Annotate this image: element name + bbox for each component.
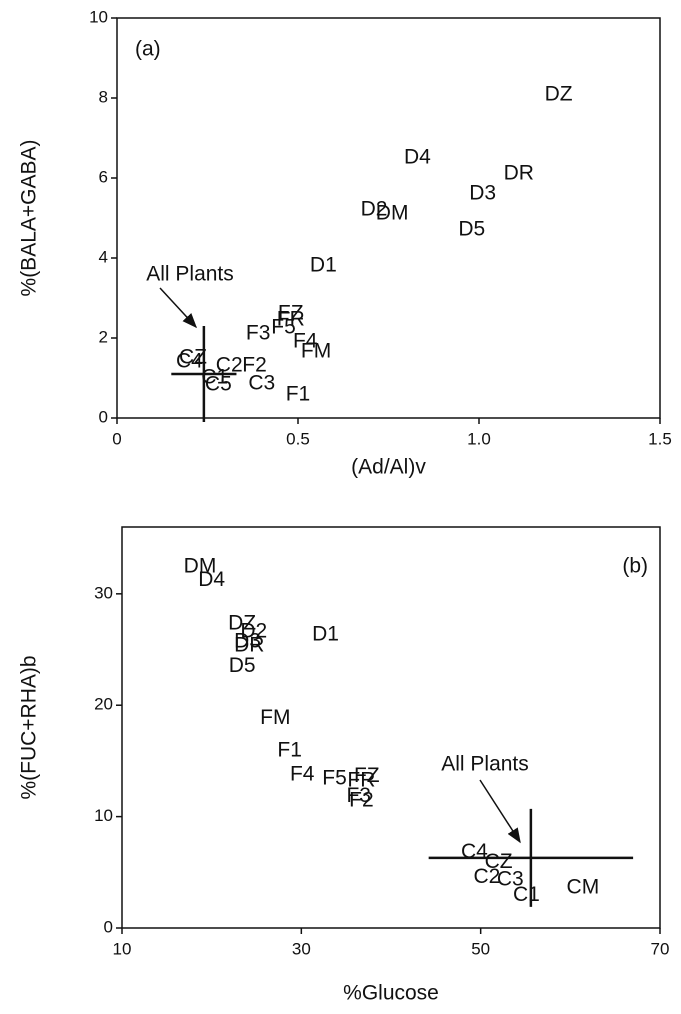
y-axis-label: %(BALA+GABA) xyxy=(18,140,41,297)
point-label: DZ xyxy=(228,611,256,634)
point-label: DM xyxy=(376,202,409,225)
x-tick-label: 70 xyxy=(651,939,670,958)
x-tick-label: 10 xyxy=(113,939,132,958)
point-label: D4 xyxy=(198,568,225,591)
y-tick-label: 10 xyxy=(89,7,108,26)
x-axis-label: %Glucose xyxy=(343,982,439,1005)
y-tick-label: 20 xyxy=(94,695,113,714)
point-label: FM xyxy=(260,706,290,729)
x-tick-label: 1.5 xyxy=(648,429,672,448)
y-tick-label: 8 xyxy=(99,87,108,106)
y-tick-label: 0 xyxy=(104,917,113,936)
point-label: FR xyxy=(347,769,375,792)
point-label: F2 xyxy=(349,789,374,812)
point-label: C2 xyxy=(474,865,501,888)
point-label: D2 xyxy=(361,198,388,221)
y-tick-label: 0 xyxy=(99,407,108,426)
point-label: CZ xyxy=(179,346,207,369)
y-tick-label: 30 xyxy=(94,583,113,602)
point-label: DR xyxy=(504,162,534,185)
point-label: F1 xyxy=(277,738,302,761)
x-tick-label: 1.0 xyxy=(467,429,491,448)
y-tick-label: 4 xyxy=(99,247,108,266)
x-tick-label: 30 xyxy=(292,939,311,958)
point-label: D1 xyxy=(312,623,339,646)
point-label: FM xyxy=(301,340,331,363)
x-tick-label: 0 xyxy=(112,429,121,448)
plot-frame xyxy=(121,526,661,929)
point-label: F4 xyxy=(293,330,318,353)
point-label: CZ xyxy=(485,850,513,873)
point-label: C5 xyxy=(205,372,232,395)
panel-label: (b) xyxy=(622,555,648,578)
point-label: F5 xyxy=(271,316,296,339)
annotation-arrow xyxy=(479,779,521,844)
point-label: F2 xyxy=(242,354,267,377)
point-label: DZ xyxy=(545,83,573,106)
panel-label: (a) xyxy=(135,38,161,61)
point-label: C3 xyxy=(497,868,524,891)
point-label: C2 xyxy=(216,354,243,377)
y-tick-label: 2 xyxy=(99,327,108,346)
x-tick-label: 0.5 xyxy=(286,429,310,448)
point-label: D1 xyxy=(310,254,337,277)
annotation: All Plants xyxy=(146,263,234,286)
point-label: C4 xyxy=(176,350,203,373)
point-label: D3 xyxy=(469,182,496,205)
x-axis-label: (Ad/Al)v xyxy=(351,456,426,479)
point-label: C1 xyxy=(513,883,540,906)
x-tick-label: 50 xyxy=(471,939,490,958)
point-label: CM xyxy=(567,875,600,898)
point-label: F3 xyxy=(246,322,271,345)
annotation: All Plants xyxy=(441,753,529,776)
point-label: DM xyxy=(184,555,217,578)
point-label: D5 xyxy=(458,218,485,241)
point-label: C1 xyxy=(201,366,228,389)
point-label: F4 xyxy=(290,762,315,785)
point-label: D4 xyxy=(404,146,431,169)
y-tick-label: 6 xyxy=(99,167,108,186)
point-label: FZ xyxy=(354,764,380,787)
point-label: F3 xyxy=(346,784,371,807)
point-label: D2 xyxy=(240,619,267,642)
plot-frame xyxy=(116,17,661,419)
point-label: FZ xyxy=(278,302,304,325)
point-label: C3 xyxy=(248,372,275,395)
point-label: DR xyxy=(234,634,264,657)
y-tick-label: 10 xyxy=(94,806,113,825)
y-axis-label: %(FUC+RHA)b xyxy=(18,655,41,799)
annotation-arrow xyxy=(159,287,198,329)
point-label: D5 xyxy=(229,654,256,677)
point-label: F1 xyxy=(286,382,311,405)
point-label: D3 xyxy=(234,629,261,652)
point-label: F5 xyxy=(322,766,347,789)
point-label: FR xyxy=(277,308,305,331)
